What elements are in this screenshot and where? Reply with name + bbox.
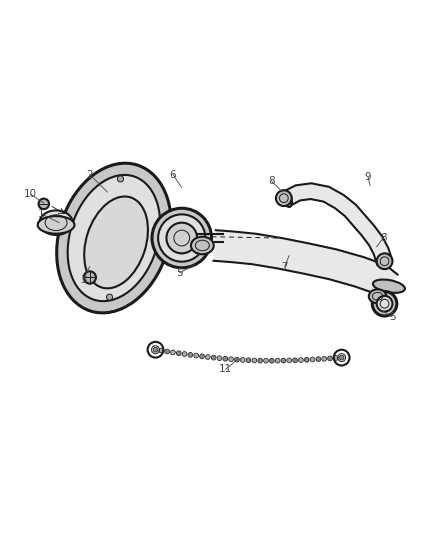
Circle shape: [166, 223, 197, 253]
Circle shape: [377, 253, 392, 269]
Circle shape: [153, 348, 158, 352]
Circle shape: [152, 208, 212, 268]
Circle shape: [182, 352, 187, 357]
Circle shape: [299, 358, 304, 362]
Text: 3: 3: [80, 274, 87, 285]
Circle shape: [339, 355, 344, 360]
Circle shape: [333, 356, 338, 360]
Circle shape: [217, 356, 222, 361]
Circle shape: [316, 357, 321, 361]
Ellipse shape: [369, 289, 386, 303]
Circle shape: [293, 358, 297, 362]
Ellipse shape: [39, 211, 73, 235]
Text: 1: 1: [38, 209, 45, 219]
Circle shape: [281, 358, 286, 363]
Ellipse shape: [191, 237, 214, 254]
Circle shape: [39, 199, 49, 209]
Circle shape: [159, 348, 164, 353]
Text: 11: 11: [219, 365, 232, 374]
Circle shape: [205, 354, 210, 359]
Circle shape: [377, 296, 392, 312]
Text: 9: 9: [364, 172, 371, 182]
Ellipse shape: [38, 216, 74, 233]
Circle shape: [165, 349, 170, 354]
Circle shape: [229, 357, 233, 361]
Circle shape: [322, 357, 327, 361]
Circle shape: [158, 214, 205, 262]
Text: 5: 5: [176, 268, 183, 278]
Circle shape: [328, 356, 332, 361]
Ellipse shape: [373, 279, 405, 293]
Polygon shape: [213, 230, 398, 298]
Text: 2: 2: [86, 169, 93, 180]
Circle shape: [240, 358, 245, 362]
Circle shape: [117, 176, 124, 182]
Polygon shape: [283, 183, 392, 264]
Circle shape: [200, 354, 205, 359]
Text: 6: 6: [170, 169, 177, 180]
Circle shape: [304, 357, 309, 362]
Text: 8: 8: [380, 233, 387, 243]
Ellipse shape: [84, 197, 148, 288]
Circle shape: [372, 292, 397, 316]
Circle shape: [177, 351, 181, 356]
Ellipse shape: [282, 190, 292, 207]
Text: 5: 5: [389, 312, 396, 322]
Text: 7: 7: [281, 262, 288, 271]
Ellipse shape: [57, 163, 171, 313]
Circle shape: [170, 350, 175, 355]
Ellipse shape: [67, 175, 160, 301]
Circle shape: [234, 357, 239, 362]
Circle shape: [211, 355, 216, 360]
Text: 8: 8: [268, 176, 275, 186]
Circle shape: [269, 358, 274, 363]
Circle shape: [287, 358, 292, 363]
Circle shape: [106, 294, 113, 300]
Circle shape: [258, 358, 263, 363]
Text: 10: 10: [24, 189, 37, 199]
Circle shape: [252, 358, 257, 363]
Circle shape: [310, 357, 315, 362]
Circle shape: [264, 358, 268, 363]
Circle shape: [246, 358, 251, 362]
Circle shape: [188, 352, 193, 357]
Circle shape: [194, 353, 198, 358]
Circle shape: [276, 190, 292, 206]
Circle shape: [84, 271, 96, 284]
Circle shape: [223, 357, 228, 361]
Circle shape: [275, 358, 280, 363]
